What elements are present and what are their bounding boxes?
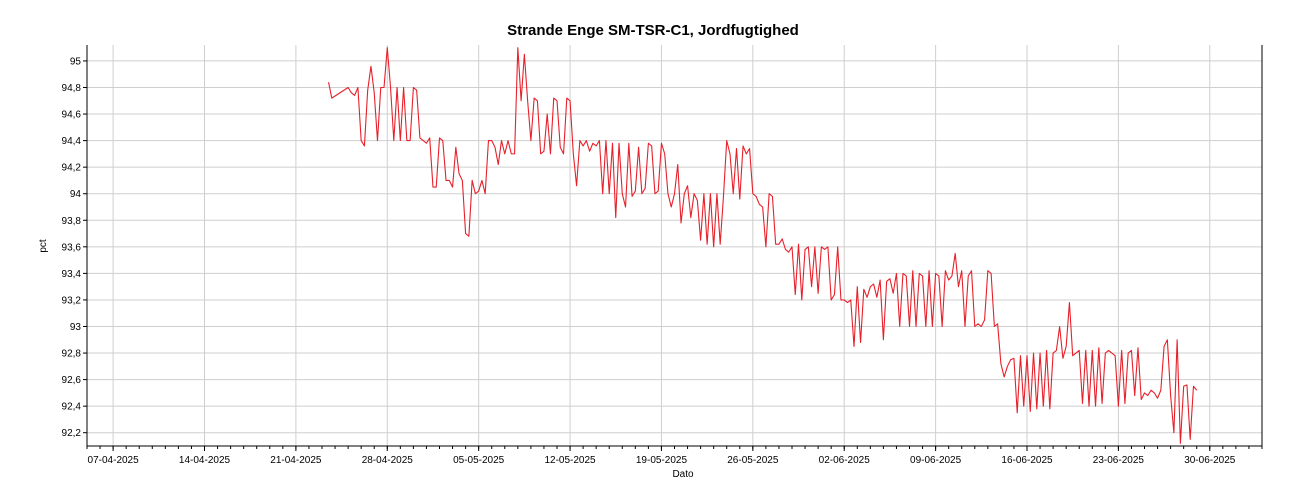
- y-tick-label: 94,8: [62, 83, 82, 94]
- series-layer: [327, 47, 1198, 444]
- y-tick-label: 92,4: [62, 402, 82, 413]
- x-tick-label: 28-04-2025: [362, 455, 414, 466]
- y-tick-label: 92,6: [62, 375, 82, 386]
- x-tick-label: 26-05-2025: [727, 455, 779, 466]
- tick-labels: 95 94,8 94,6 94,4 94,2 94 93,8 93,6 93,4 93,2 93 92…: [62, 56, 1236, 466]
- y-tick-label: 94,6: [62, 110, 82, 121]
- y-tick-label: 93,4: [62, 269, 82, 280]
- y-tick-label: 94,4: [62, 136, 82, 147]
- x-axis-label: Dato: [672, 469, 694, 480]
- y-tick-label: 93,8: [62, 216, 82, 227]
- y-tick-label: 94,2: [62, 163, 82, 174]
- y-tick-label: 92,8: [62, 349, 82, 360]
- axes: [83, 45, 1263, 451]
- y-tick-label: 93,2: [62, 295, 82, 306]
- x-tick-label: 30-06-2025: [1184, 455, 1236, 466]
- grid-lines: [87, 45, 1262, 446]
- y-axis-label: pct: [38, 239, 49, 253]
- series-line: [327, 47, 1198, 444]
- x-tick-label: 21-04-2025: [270, 455, 322, 466]
- x-tick-label: 07-04-2025: [88, 455, 140, 466]
- x-tick-label: 09-06-2025: [910, 455, 962, 466]
- x-tick-label: 16-06-2025: [1001, 455, 1053, 466]
- x-tick-label: 02-06-2025: [819, 455, 871, 466]
- x-tick-label: 19-05-2025: [636, 455, 688, 466]
- y-tick-label: 93: [70, 322, 82, 333]
- y-tick-label: 95: [70, 56, 82, 67]
- y-tick-label: 93,6: [62, 242, 82, 253]
- x-tick-label: 23-06-2025: [1093, 455, 1145, 466]
- chart-title: Strande Enge SM-TSR-C1, Jordfugtighed: [507, 22, 799, 39]
- x-tick-label: 12-05-2025: [544, 455, 596, 466]
- x-tick-label: 05-05-2025: [453, 455, 505, 466]
- x-tick-label: 14-04-2025: [179, 455, 231, 466]
- y-tick-label: 94: [70, 189, 82, 200]
- y-tick-label: 92,2: [62, 428, 82, 439]
